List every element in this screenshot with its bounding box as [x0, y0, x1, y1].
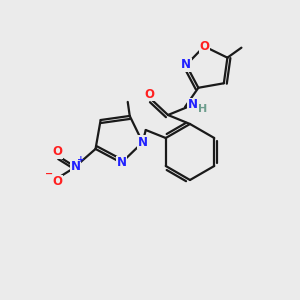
Text: +: +: [77, 155, 84, 164]
Text: O: O: [199, 40, 209, 53]
Text: N: N: [138, 136, 148, 149]
Text: N: N: [188, 98, 198, 112]
Text: H: H: [198, 104, 208, 114]
Text: N: N: [181, 58, 191, 71]
Text: O: O: [52, 146, 62, 158]
Text: O: O: [52, 176, 62, 188]
Text: N: N: [70, 160, 80, 173]
Text: O: O: [144, 88, 154, 100]
Text: N: N: [116, 156, 127, 169]
Text: −: −: [46, 169, 54, 179]
